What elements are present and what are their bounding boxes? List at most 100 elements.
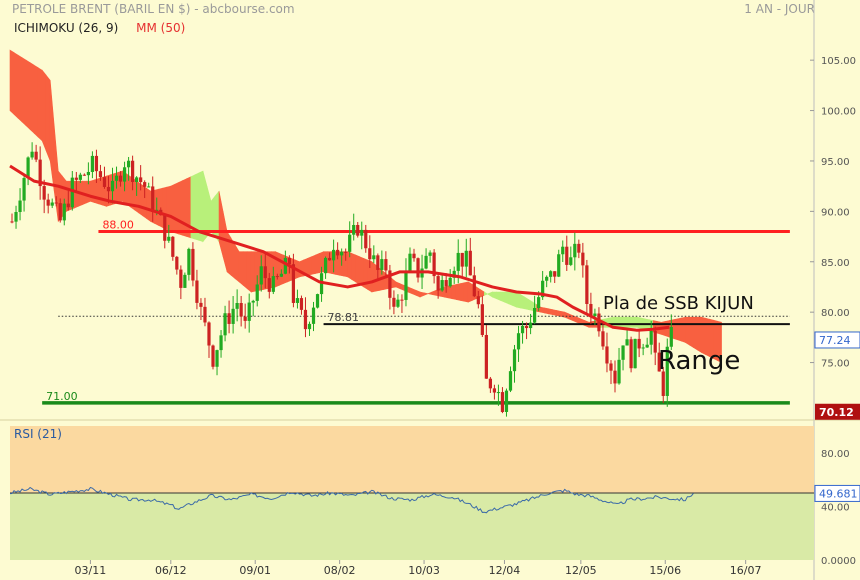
kumo-segment: [520, 293, 525, 310]
kumo-segment: [540, 306, 545, 314]
candle-body: [424, 255, 428, 269]
kumo-segment: [166, 185, 172, 233]
price-tick-label: 100.00: [821, 107, 856, 118]
candle-body: [569, 257, 573, 265]
candle-body: [484, 334, 488, 379]
candle-body: [581, 252, 585, 266]
kumo-segment: [49, 80, 55, 192]
candle-body: [336, 249, 340, 256]
candle-body: [400, 299, 404, 301]
kumo-segment: [178, 180, 184, 236]
candle-body: [14, 211, 18, 222]
period-label[interactable]: 1 AN - JOUR: [744, 2, 815, 16]
candle-body: [307, 323, 312, 330]
kumo-segment: [13, 52, 19, 119]
candle-body: [609, 363, 613, 371]
candle-body: [323, 257, 328, 274]
rsi-title: RSI (21): [14, 427, 62, 441]
legend-ma50[interactable]: MM (50): [136, 21, 186, 35]
candle-body: [58, 203, 62, 221]
kumo-segment: [548, 308, 554, 316]
candle-body: [179, 269, 183, 288]
kumo-segment: [672, 318, 678, 341]
kumo-segment: [238, 251, 244, 286]
kumo-segment: [463, 281, 469, 303]
candle-body: [18, 200, 22, 212]
candle-body: [496, 392, 501, 394]
kumo-segment: [230, 237, 236, 280]
kumo-segment: [488, 291, 493, 298]
kumo-segment: [9, 49, 15, 116]
candle-body: [524, 325, 529, 329]
kumo-segment: [250, 251, 256, 293]
candle-body: [557, 254, 561, 277]
candle-body: [428, 252, 432, 256]
kumo-segment: [170, 183, 176, 234]
candle-body: [259, 266, 263, 285]
candle-body: [78, 174, 82, 180]
support-badge: [815, 403, 860, 420]
rsi-tick-label: 0.0000: [821, 556, 856, 567]
kumo-segment: [234, 243, 240, 283]
candle-body: [637, 338, 641, 349]
candle-body: [82, 174, 86, 176]
current-price-value: 77.24: [819, 334, 851, 347]
kumo-segment: [399, 283, 405, 291]
kumo-segment: [53, 125, 59, 222]
candle-body: [215, 350, 219, 367]
rsi-tick-label: 80.00: [821, 449, 850, 460]
kumo-segment: [455, 283, 461, 301]
candle-body: [106, 186, 111, 192]
kumo-segment: [391, 277, 397, 289]
kumo-segment: [411, 288, 417, 296]
candle-body: [396, 299, 400, 307]
kumo-segment: [516, 291, 521, 309]
candle-body: [110, 180, 115, 192]
candle-body: [352, 224, 356, 235]
kumo-segment: [467, 281, 473, 303]
candle-body: [283, 257, 287, 274]
candle-body: [183, 274, 187, 288]
x-tick-label: 12/05: [565, 564, 597, 577]
candle-body: [500, 392, 505, 412]
candle-body: [147, 186, 151, 188]
candle-body: [191, 248, 195, 281]
candle-body: [488, 378, 492, 389]
kumo-segment: [17, 54, 23, 123]
candle-body: [10, 221, 14, 223]
kumo-segment: [174, 181, 180, 235]
kumo-segment: [246, 251, 252, 293]
candle-body: [629, 339, 633, 369]
candle-body: [30, 151, 34, 158]
candle-body: [392, 297, 396, 307]
kumo-segment: [576, 316, 582, 325]
price-tick-label: 90.00: [821, 207, 850, 218]
kumo-segment: [25, 59, 31, 131]
candle-body: [139, 177, 143, 183]
candle-body: [589, 303, 593, 317]
legend-ichimoku[interactable]: ICHIMOKU (26, 9): [14, 21, 119, 35]
candle-body: [175, 256, 179, 270]
kumo-segment: [544, 307, 549, 315]
candle-body: [118, 175, 123, 182]
candle-body: [42, 186, 46, 200]
candle-body: [633, 338, 637, 369]
candle-body: [151, 186, 155, 212]
kumo-segment: [315, 252, 320, 274]
candle-body: [452, 270, 456, 278]
candle-body: [669, 326, 673, 347]
candle-body: [460, 252, 464, 267]
candle-body: [287, 257, 291, 265]
candles: [10, 142, 673, 417]
kumo-segment: [419, 291, 425, 298]
candle-body: [356, 224, 360, 236]
rsi-current-value: 49.681: [819, 487, 858, 500]
candle-body: [231, 308, 235, 324]
candle-body: [585, 265, 589, 304]
candle-body: [541, 280, 545, 298]
candle-body: [247, 302, 251, 321]
candle-body: [492, 388, 497, 393]
candle-body: [653, 330, 657, 353]
candle-body: [416, 258, 420, 278]
kumo-segment: [351, 252, 357, 283]
